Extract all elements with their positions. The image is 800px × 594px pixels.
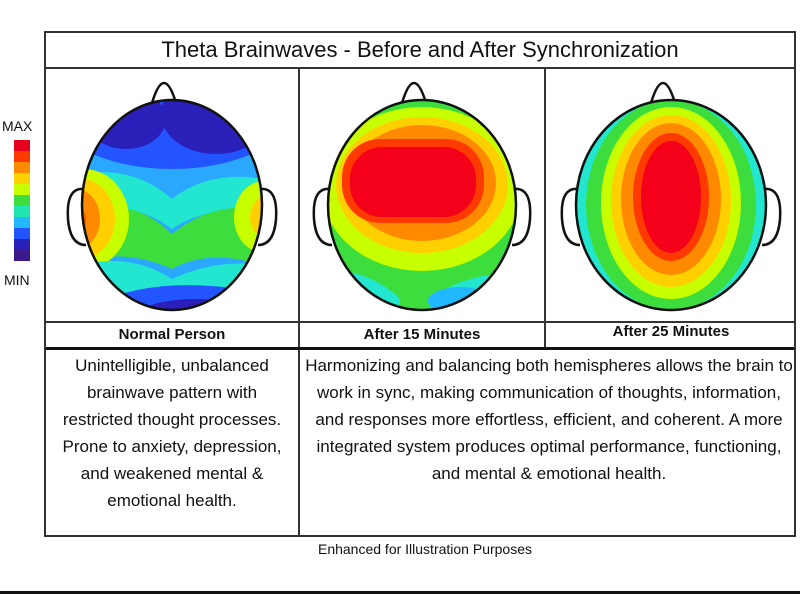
- scale-swatch: [14, 217, 30, 228]
- panel-normal-person: [46, 69, 298, 321]
- nose-icon: [649, 81, 677, 104]
- description-after: Harmonizing and balancing both hemispher…: [305, 356, 793, 483]
- scale-swatch: [14, 250, 30, 261]
- nose-icon: [400, 81, 428, 104]
- panel-divider-1: [298, 69, 300, 347]
- scale-swatch: [14, 140, 30, 151]
- diagram-title: Theta Brainwaves - Before and After Sync…: [46, 33, 794, 69]
- description-divider: [298, 350, 300, 537]
- footnote: Enhanced for Illustration Purposes: [317, 541, 532, 557]
- caption-after-15-minutes: After 15 Minutes: [363, 326, 481, 343]
- brain-map-normal: [66, 81, 278, 312]
- panel-divider-2: [544, 69, 546, 347]
- description-row: Unintelligible, unbalanced brainwave pat…: [46, 347, 794, 537]
- bottom-rule: [0, 591, 800, 594]
- scale-swatch: [14, 195, 30, 206]
- scale-swatch: [14, 151, 30, 162]
- scale-swatch: [14, 206, 30, 217]
- scale-swatch: [14, 239, 30, 250]
- color-scale-bar: [14, 140, 30, 261]
- panel-after-25-minutes: [546, 69, 796, 321]
- scale-swatch: [14, 173, 30, 184]
- brain-map-15-minutes: [312, 81, 532, 312]
- nose-icon: [150, 81, 178, 104]
- brain-map-25-minutes: [560, 81, 782, 312]
- panel-after-15-minutes: [300, 69, 544, 321]
- scale-max-label: MAX: [2, 118, 33, 134]
- scale-swatch: [14, 228, 30, 239]
- caption-normal-person: Normal Person: [118, 326, 226, 343]
- caption-row: Normal Person After 15 Minutes After 25 …: [46, 321, 794, 347]
- description-before: Unintelligible, unbalanced brainwave pat…: [62, 356, 282, 510]
- diagram-frame: Theta Brainwaves - Before and After Sync…: [44, 31, 796, 537]
- scale-swatch: [14, 162, 30, 173]
- scale-min-label: MIN: [4, 272, 30, 288]
- scale-swatch: [14, 184, 30, 195]
- caption-after-25-minutes: After 25 Minutes: [612, 323, 730, 340]
